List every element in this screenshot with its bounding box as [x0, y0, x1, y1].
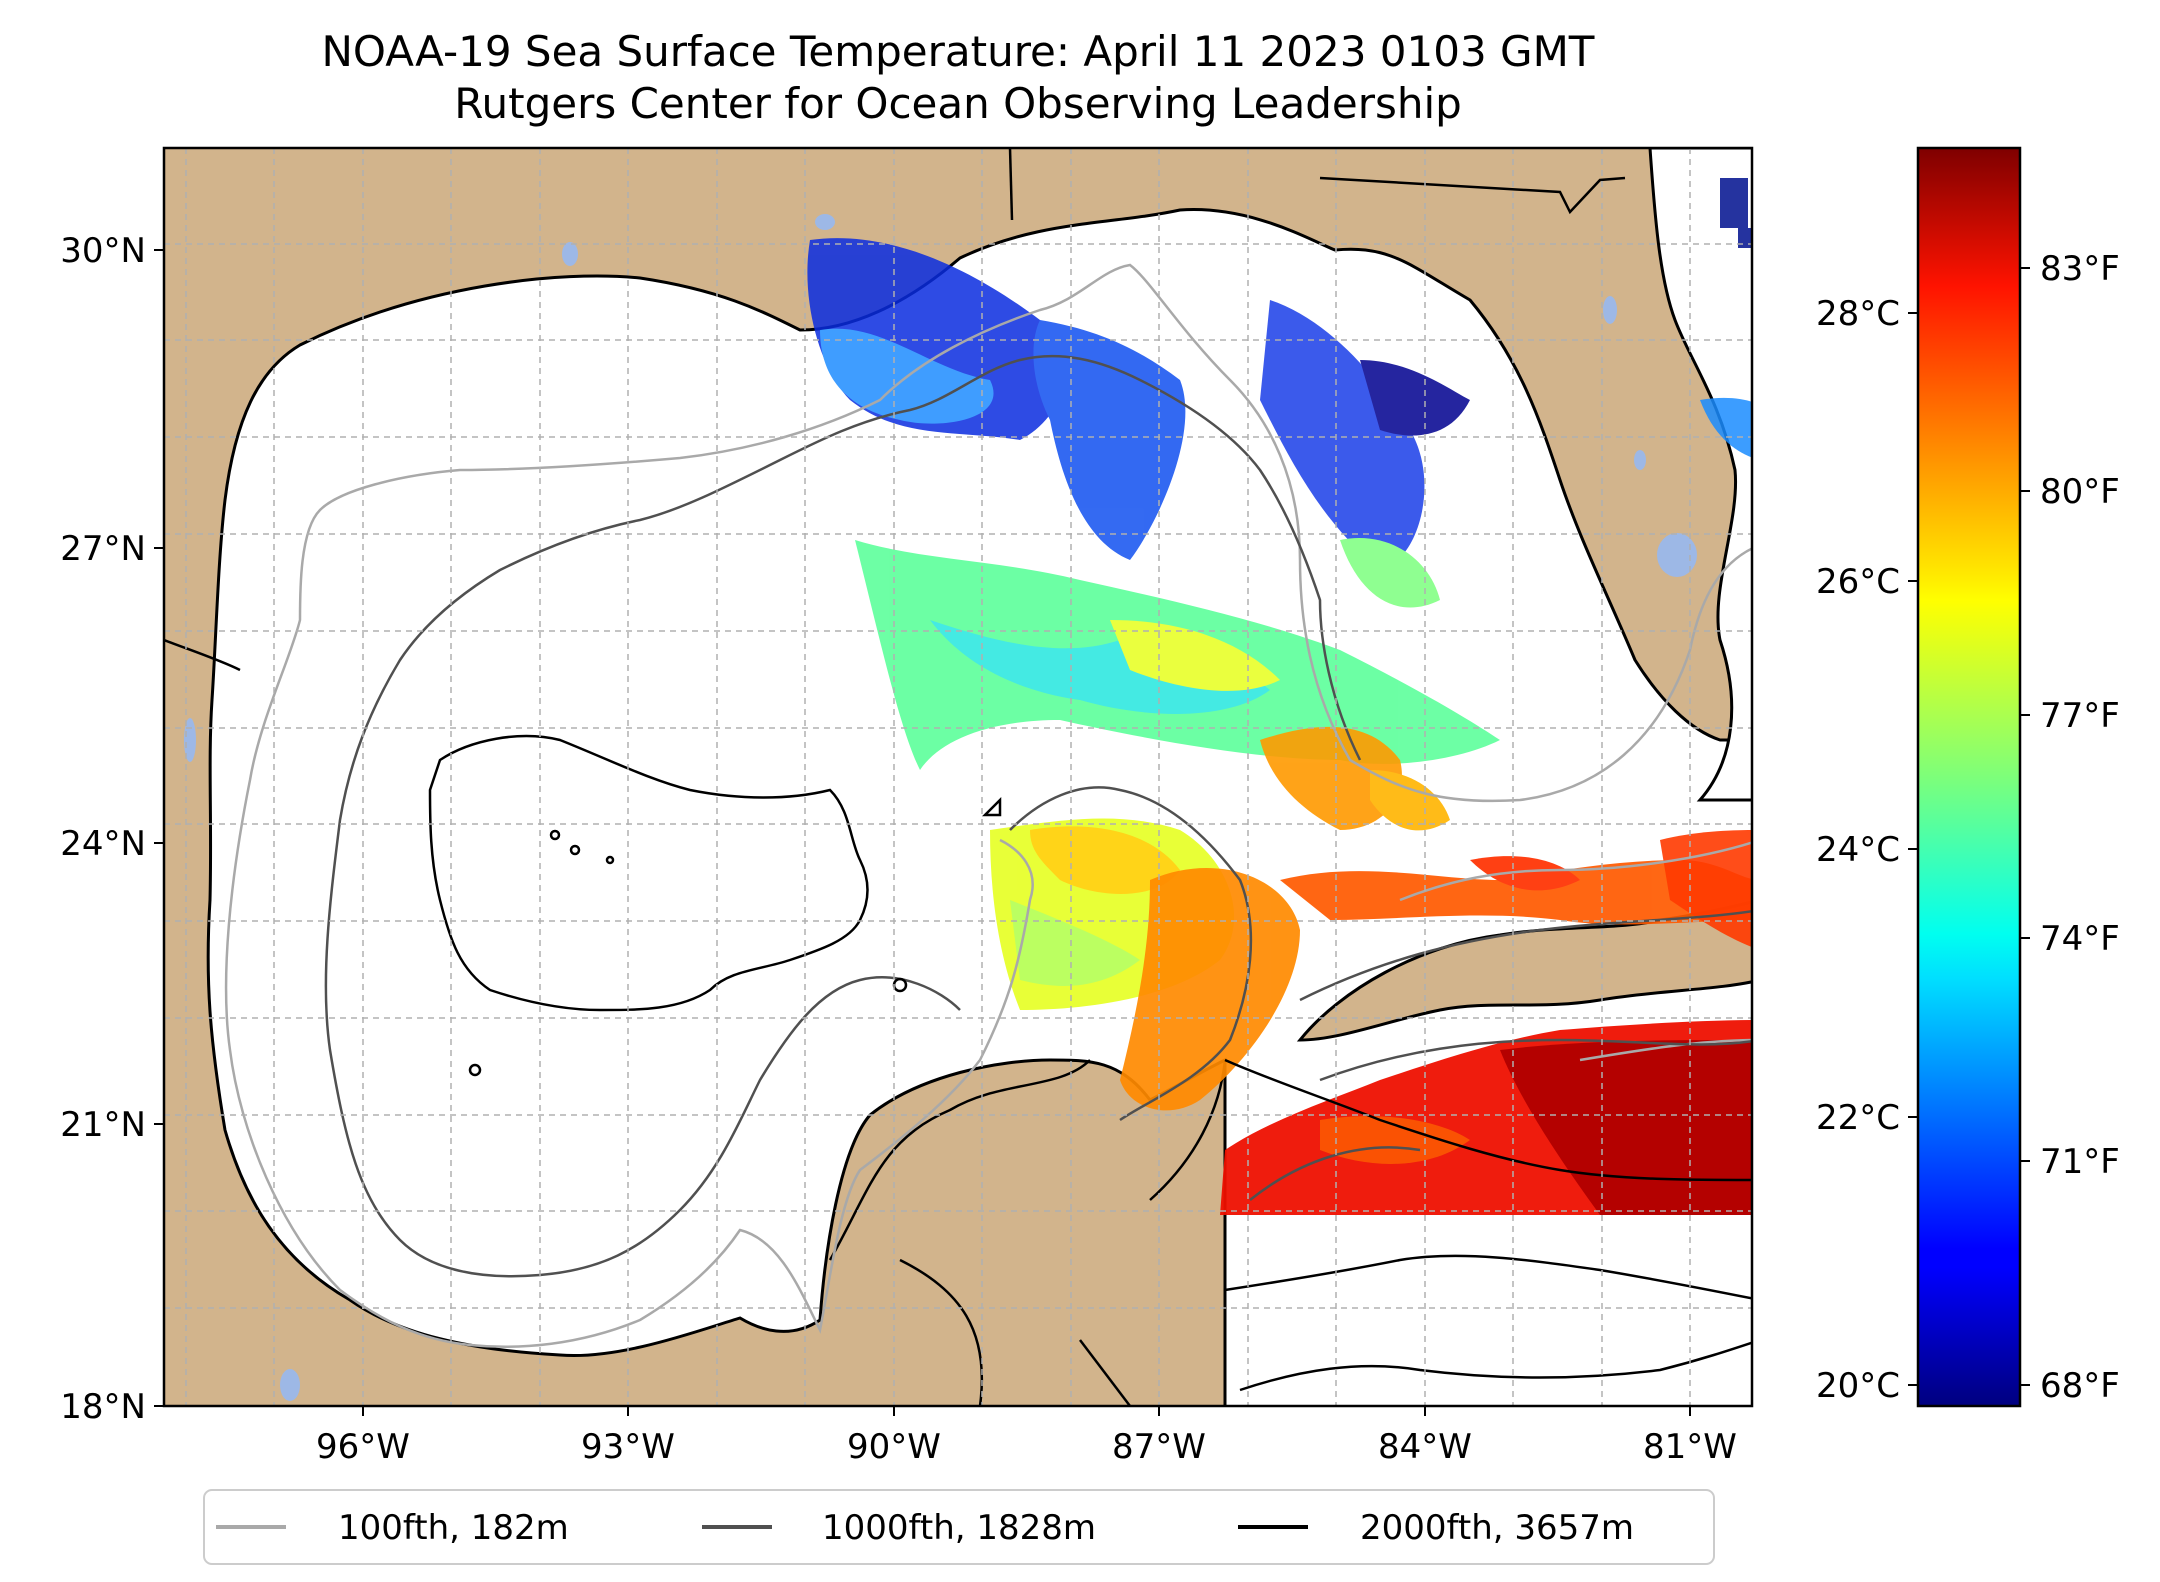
colorbar-fahrenheit-label: 68°F [2040, 1366, 2120, 1406]
legend-box [203, 1489, 1715, 1565]
lon-tick-label: 81°W [1643, 1427, 1737, 1467]
colorbar-fahrenheit-label: 71°F [2040, 1142, 2120, 1182]
lon-tick-label: 87°W [1112, 1427, 1206, 1467]
colorbar: 28°C 26°C 24°C 22°C 20°C 83°F 80°F 77°F … [1816, 146, 2120, 1408]
map-frame [162, 146, 1754, 1408]
contour-1000fth [324, 354, 1752, 1278]
colorbar-celsius-label: 20°C [1816, 1366, 1900, 1406]
borders [164, 148, 1626, 1406]
lat-tick-label: 30°N [60, 231, 146, 271]
colorbar-celsius-label: 22°C [1816, 1098, 1900, 1138]
map-area [164, 148, 1752, 1406]
legend-label-2000fth: 2000fth, 3657m [1360, 1508, 1634, 1548]
colorbar-celsius-label: 24°C [1816, 830, 1900, 870]
colorbar-fahrenheit-label: 77°F [2040, 696, 2120, 736]
lakes [184, 214, 1697, 1401]
colorbar-celsius-ticks [1908, 312, 1918, 1386]
lon-tick-label: 84°W [1378, 1427, 1472, 1467]
colorbar-fahrenheit-label: 83°F [2040, 249, 2120, 289]
lon-tick-label: 90°W [847, 1427, 941, 1467]
map-subtitle: Rutgers Center for Ocean Observing Leade… [454, 79, 1462, 128]
lat-tick-label: 24°N [60, 824, 146, 864]
colorbar-fahrenheit-label: 74°F [2040, 919, 2120, 959]
contour-2000fth [428, 734, 1752, 1392]
lat-ticks [154, 249, 164, 1407]
lat-tick-label: 27°N [60, 529, 146, 569]
lat-tick-label: 21°N [60, 1105, 146, 1145]
lon-tick-label: 96°W [316, 1427, 410, 1467]
cuba-land [1296, 900, 1752, 1042]
contour-100fth [224, 263, 1752, 1348]
colorbar-fahrenheit-label: 80°F [2040, 472, 2120, 512]
colorbar-fahrenheit-ticks [2020, 267, 2030, 1386]
lon-tick-label: 93°W [581, 1427, 675, 1467]
colorbar-celsius-label: 26°C [1816, 562, 1900, 602]
lon-ticks [362, 1406, 1691, 1416]
lat-tick-label: 18°N [60, 1387, 146, 1427]
colorbar-celsius-label: 28°C [1816, 294, 1900, 334]
map-title: NOAA-19 Sea Surface Temperature: April 1… [321, 27, 1595, 76]
gridlines [164, 148, 1752, 1406]
sst-swath [807, 178, 1752, 1215]
legend-label-100fth: 100fth, 182m [338, 1508, 569, 1548]
legend-label-1000fth: 1000fth, 1828m [822, 1508, 1096, 1548]
legend: 100fth, 182m 1000fth, 1828m 2000fth, 365… [203, 1489, 1715, 1565]
colorbar-gradient [1916, 146, 2022, 1408]
